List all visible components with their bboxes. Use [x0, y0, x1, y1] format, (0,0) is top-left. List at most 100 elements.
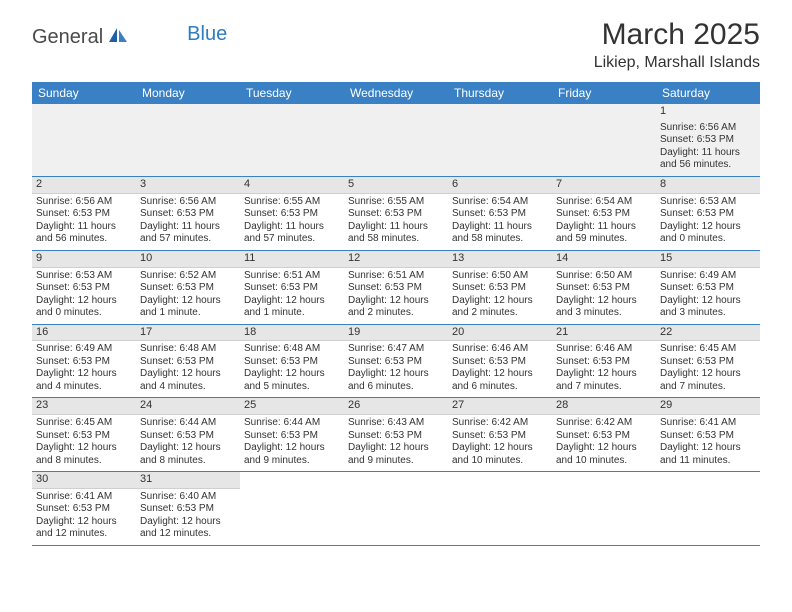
calendar-day-empty — [344, 472, 448, 545]
calendar-day: 24Sunrise: 6:44 AMSunset: 6:53 PMDayligh… — [136, 398, 240, 471]
calendar-grid: Sunday Monday Tuesday Wednesday Thursday… — [32, 82, 760, 546]
calendar-day: 13Sunrise: 6:50 AMSunset: 6:53 PMDayligh… — [448, 251, 552, 324]
day-number: 16 — [32, 325, 136, 342]
header-row: General Blue March 2025 Likiep, Marshall… — [32, 18, 760, 72]
day-sunrise: Sunrise: 6:44 AM — [244, 417, 340, 430]
day-header-fri: Friday — [552, 82, 656, 104]
day-headers: Sunday Monday Tuesday Wednesday Thursday… — [32, 82, 760, 104]
calendar-week: 1Sunrise: 6:56 AMSunset: 6:53 PMDaylight… — [32, 104, 760, 177]
calendar-page: General Blue March 2025 Likiep, Marshall… — [0, 0, 792, 546]
day-day2: and 1 minute. — [140, 307, 236, 320]
day-day1: Daylight: 12 hours — [140, 295, 236, 308]
day-sunrise: Sunrise: 6:55 AM — [348, 196, 444, 209]
day-day1: Daylight: 12 hours — [36, 516, 132, 529]
day-sunset: Sunset: 6:53 PM — [556, 430, 652, 443]
day-sunset: Sunset: 6:53 PM — [556, 356, 652, 369]
day-day1: Daylight: 12 hours — [348, 368, 444, 381]
day-number: 6 — [448, 177, 552, 194]
calendar-day: 6Sunrise: 6:54 AMSunset: 6:53 PMDaylight… — [448, 177, 552, 250]
calendar-day-empty — [240, 104, 344, 176]
day-sunset: Sunset: 6:53 PM — [348, 356, 444, 369]
day-sunrise: Sunrise: 6:45 AM — [36, 417, 132, 430]
month-title: March 2025 — [594, 18, 760, 52]
day-day1: Daylight: 12 hours — [348, 295, 444, 308]
day-day1: Daylight: 12 hours — [660, 295, 756, 308]
day-number: 23 — [32, 398, 136, 415]
day-sunrise: Sunrise: 6:56 AM — [36, 196, 132, 209]
day-number: 24 — [136, 398, 240, 415]
day-number: 1 — [656, 104, 760, 120]
day-sunset: Sunset: 6:53 PM — [452, 282, 548, 295]
day-day1: Daylight: 12 hours — [36, 442, 132, 455]
calendar-week: 23Sunrise: 6:45 AMSunset: 6:53 PMDayligh… — [32, 398, 760, 472]
day-day2: and 6 minutes. — [348, 381, 444, 394]
day-number: 3 — [136, 177, 240, 194]
calendar-day: 21Sunrise: 6:46 AMSunset: 6:53 PMDayligh… — [552, 325, 656, 398]
day-sunrise: Sunrise: 6:48 AM — [140, 343, 236, 356]
sail-icon — [107, 26, 129, 49]
calendar-day: 28Sunrise: 6:42 AMSunset: 6:53 PMDayligh… — [552, 398, 656, 471]
day-day2: and 58 minutes. — [452, 233, 548, 246]
day-sunset: Sunset: 6:53 PM — [244, 208, 340, 221]
calendar-day: 22Sunrise: 6:45 AMSunset: 6:53 PMDayligh… — [656, 325, 760, 398]
day-day1: Daylight: 12 hours — [244, 442, 340, 455]
day-sunrise: Sunrise: 6:40 AM — [140, 491, 236, 504]
day-number: 18 — [240, 325, 344, 342]
day-number: 27 — [448, 398, 552, 415]
day-day1: Daylight: 12 hours — [452, 442, 548, 455]
calendar-day: 8Sunrise: 6:53 AMSunset: 6:53 PMDaylight… — [656, 177, 760, 250]
calendar-day: 9Sunrise: 6:53 AMSunset: 6:53 PMDaylight… — [32, 251, 136, 324]
day-number: 17 — [136, 325, 240, 342]
day-number: 25 — [240, 398, 344, 415]
day-sunrise: Sunrise: 6:46 AM — [452, 343, 548, 356]
calendar-week: 2Sunrise: 6:56 AMSunset: 6:53 PMDaylight… — [32, 177, 760, 251]
day-day1: Daylight: 12 hours — [36, 295, 132, 308]
day-number: 29 — [656, 398, 760, 415]
day-sunrise: Sunrise: 6:42 AM — [556, 417, 652, 430]
day-sunrise: Sunrise: 6:54 AM — [452, 196, 548, 209]
day-day1: Daylight: 12 hours — [36, 368, 132, 381]
day-sunset: Sunset: 6:53 PM — [36, 356, 132, 369]
day-sunrise: Sunrise: 6:43 AM — [348, 417, 444, 430]
day-header-sat: Saturday — [656, 82, 760, 104]
day-day2: and 11 minutes. — [660, 455, 756, 468]
day-number: 4 — [240, 177, 344, 194]
day-sunset: Sunset: 6:53 PM — [244, 430, 340, 443]
day-day1: Daylight: 12 hours — [556, 368, 652, 381]
day-day1: Daylight: 12 hours — [556, 295, 652, 308]
day-day2: and 12 minutes. — [140, 528, 236, 541]
day-number: 21 — [552, 325, 656, 342]
day-day2: and 4 minutes. — [140, 381, 236, 394]
day-day2: and 2 minutes. — [452, 307, 548, 320]
calendar-day: 29Sunrise: 6:41 AMSunset: 6:53 PMDayligh… — [656, 398, 760, 471]
day-sunrise: Sunrise: 6:50 AM — [556, 270, 652, 283]
day-day1: Daylight: 12 hours — [556, 442, 652, 455]
day-number: 31 — [136, 472, 240, 489]
calendar-day: 1Sunrise: 6:56 AMSunset: 6:53 PMDaylight… — [656, 104, 760, 176]
day-sunset: Sunset: 6:53 PM — [36, 282, 132, 295]
day-number: 26 — [344, 398, 448, 415]
calendar-day: 4Sunrise: 6:55 AMSunset: 6:53 PMDaylight… — [240, 177, 344, 250]
day-sunset: Sunset: 6:53 PM — [556, 208, 652, 221]
calendar-day: 18Sunrise: 6:48 AMSunset: 6:53 PMDayligh… — [240, 325, 344, 398]
calendar-day-empty — [136, 104, 240, 176]
day-number: 9 — [32, 251, 136, 268]
day-sunrise: Sunrise: 6:53 AM — [660, 196, 756, 209]
day-day2: and 7 minutes. — [556, 381, 652, 394]
day-sunrise: Sunrise: 6:49 AM — [660, 270, 756, 283]
day-day1: Daylight: 11 hours — [556, 221, 652, 234]
title-block: March 2025 Likiep, Marshall Islands — [594, 18, 760, 72]
day-number: 2 — [32, 177, 136, 194]
calendar-day: 15Sunrise: 6:49 AMSunset: 6:53 PMDayligh… — [656, 251, 760, 324]
day-day2: and 0 minutes. — [36, 307, 132, 320]
day-day2: and 9 minutes. — [348, 455, 444, 468]
day-day1: Daylight: 12 hours — [660, 442, 756, 455]
day-day2: and 1 minute. — [244, 307, 340, 320]
day-day2: and 56 minutes. — [660, 159, 756, 172]
calendar-day: 2Sunrise: 6:56 AMSunset: 6:53 PMDaylight… — [32, 177, 136, 250]
day-number: 12 — [344, 251, 448, 268]
day-day1: Daylight: 11 hours — [140, 221, 236, 234]
day-number: 5 — [344, 177, 448, 194]
day-sunset: Sunset: 6:53 PM — [140, 356, 236, 369]
calendar-day-empty — [552, 104, 656, 176]
